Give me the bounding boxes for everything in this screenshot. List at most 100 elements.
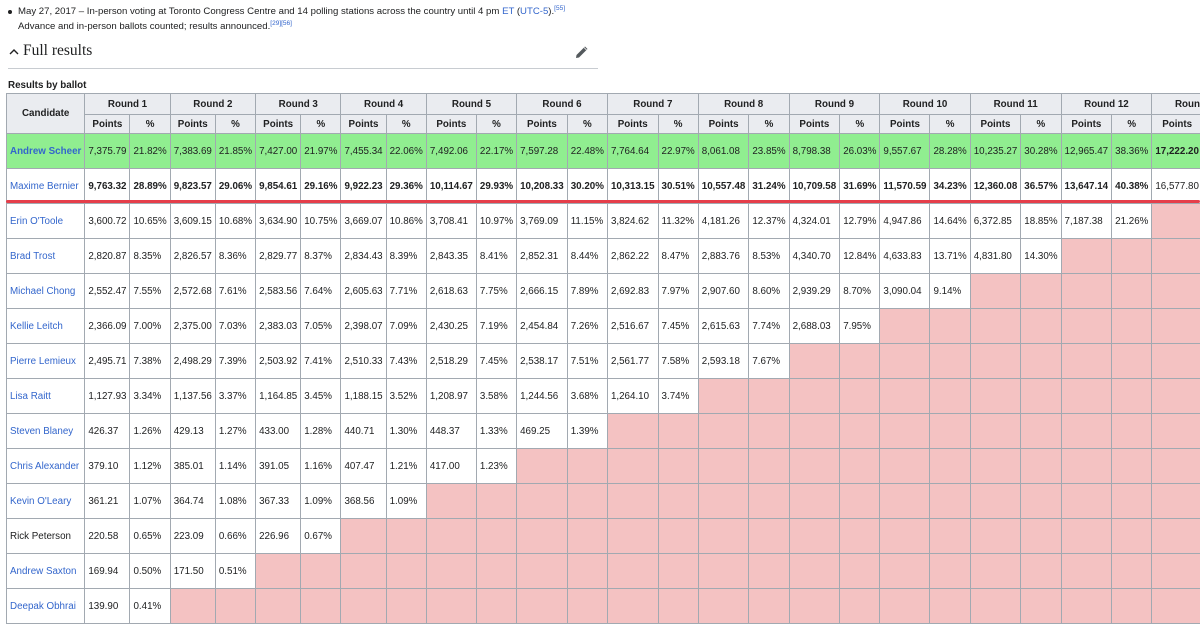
eliminated-cell — [1021, 414, 1061, 449]
eliminated-cell — [658, 484, 698, 519]
percent-cell: 29.93% — [476, 169, 516, 204]
reference-29-56[interactable]: [29][56] — [270, 20, 292, 27]
eliminated-cell — [698, 379, 749, 414]
eliminated-cell — [1061, 519, 1112, 554]
eliminated-cell — [476, 589, 516, 624]
pencil-icon[interactable] — [574, 44, 590, 60]
percent-cell: 7.19% — [476, 309, 516, 344]
candidate-cell: Andrew Saxton — [7, 554, 85, 589]
candidate-link[interactable]: Michael Chong — [10, 286, 75, 297]
eliminated-cell — [1152, 484, 1200, 519]
percent-cell: 1.23% — [476, 449, 516, 484]
candidate-link[interactable]: Steven Blaney — [10, 426, 73, 437]
percent-cell: 34.23% — [930, 169, 970, 204]
reference-55[interactable]: [55] — [554, 5, 565, 12]
points-cell: 13,647.14 — [1061, 169, 1112, 204]
percent-cell: 1.09% — [301, 484, 341, 519]
candidate-link[interactable]: Andrew Scheer — [10, 146, 81, 157]
eliminated-cell — [749, 449, 789, 484]
candidate-cell: Deepak Obhrai — [7, 589, 85, 624]
percent-cell: 7.43% — [386, 344, 426, 379]
points-cell: 2,826.57 — [170, 239, 215, 274]
percent-cell: 22.97% — [658, 134, 698, 169]
points-cell: 10,114.67 — [426, 169, 476, 204]
points-cell: 2,561.77 — [607, 344, 658, 379]
candidate-link[interactable]: Lisa Raitt — [10, 391, 51, 402]
eliminated-cell — [789, 449, 840, 484]
points-cell: 2,454.84 — [517, 309, 568, 344]
candidate-link[interactable]: Brad Trost — [10, 251, 55, 262]
eliminated-cell — [749, 414, 789, 449]
eliminated-cell — [1021, 309, 1061, 344]
points-cell: 364.74 — [170, 484, 215, 519]
points-subheader: Points — [1152, 115, 1200, 134]
percent-cell: 8.70% — [840, 274, 880, 309]
chevron-up-icon[interactable] — [8, 45, 20, 57]
candidate-link[interactable]: Erin O'Toole — [10, 216, 63, 227]
candidate-link[interactable]: Kevin O'Leary — [10, 496, 71, 507]
percent-cell: 7.51% — [567, 344, 607, 379]
points-subheader: Points — [1061, 115, 1112, 134]
percent-cell: 8.36% — [215, 239, 255, 274]
round-header: Round 10 — [880, 94, 970, 115]
section-title[interactable]: Full results — [23, 42, 92, 60]
percent-subheader: % — [130, 115, 170, 134]
percent-cell: 7.45% — [476, 344, 516, 379]
candidate-link[interactable]: Kellie Leitch — [10, 321, 63, 332]
points-cell: 171.50 — [170, 554, 215, 589]
candidate-link[interactable]: Chris Alexander — [10, 461, 79, 472]
candidate-link[interactable]: Andrew Saxton — [10, 566, 76, 577]
percent-cell: 21.97% — [301, 134, 341, 169]
utc-link[interactable]: UTC-5 — [520, 6, 548, 17]
eliminated-cell — [301, 554, 341, 589]
eliminated-cell — [1021, 484, 1061, 519]
eliminated-cell — [880, 554, 930, 589]
candidate-link[interactable]: Maxime Bernier — [10, 181, 79, 192]
eliminated-cell — [1061, 309, 1112, 344]
percent-cell: 10.68% — [215, 204, 255, 239]
percent-cell: 7.55% — [130, 274, 170, 309]
percent-subheader: % — [1112, 115, 1152, 134]
percent-cell: 11.32% — [658, 204, 698, 239]
percent-cell: 3.58% — [476, 379, 516, 414]
points-cell: 2,398.07 — [341, 309, 386, 344]
percent-subheader: % — [749, 115, 789, 134]
percent-cell: 8.53% — [749, 239, 789, 274]
eliminated-cell — [607, 519, 658, 554]
eliminated-cell — [840, 519, 880, 554]
points-cell: 2,518.29 — [426, 344, 476, 379]
eliminated-cell — [789, 414, 840, 449]
points-cell: 10,235.27 — [970, 134, 1021, 169]
percent-cell: 8.44% — [567, 239, 607, 274]
eliminated-cell — [840, 484, 880, 519]
et-link[interactable]: ET — [502, 6, 514, 17]
eliminated-cell — [880, 379, 930, 414]
percent-subheader: % — [930, 115, 970, 134]
percent-cell: 7.95% — [840, 309, 880, 344]
eliminated-cell — [476, 554, 516, 589]
eliminated-cell — [789, 379, 840, 414]
points-cell: 1,137.56 — [170, 379, 215, 414]
eliminated-cell — [970, 344, 1021, 379]
eliminated-cell — [517, 484, 568, 519]
eliminated-cell — [1061, 589, 1112, 624]
points-cell: 7,455.34 — [341, 134, 386, 169]
points-cell: 2,572.68 — [170, 274, 215, 309]
points-cell: 2,666.15 — [517, 274, 568, 309]
eliminated-cell — [1061, 484, 1112, 519]
percent-cell: 3.52% — [386, 379, 426, 414]
eliminated-cell — [930, 554, 970, 589]
candidate-link[interactable]: Pierre Lemieux — [10, 356, 76, 367]
eliminated-cell — [880, 344, 930, 379]
eliminated-cell — [256, 554, 301, 589]
round-header: Round 7 — [607, 94, 698, 115]
eliminated-cell — [386, 519, 426, 554]
percent-subheader: % — [476, 115, 516, 134]
eliminated-cell — [658, 449, 698, 484]
candidate-cell: Pierre Lemieux — [7, 344, 85, 379]
